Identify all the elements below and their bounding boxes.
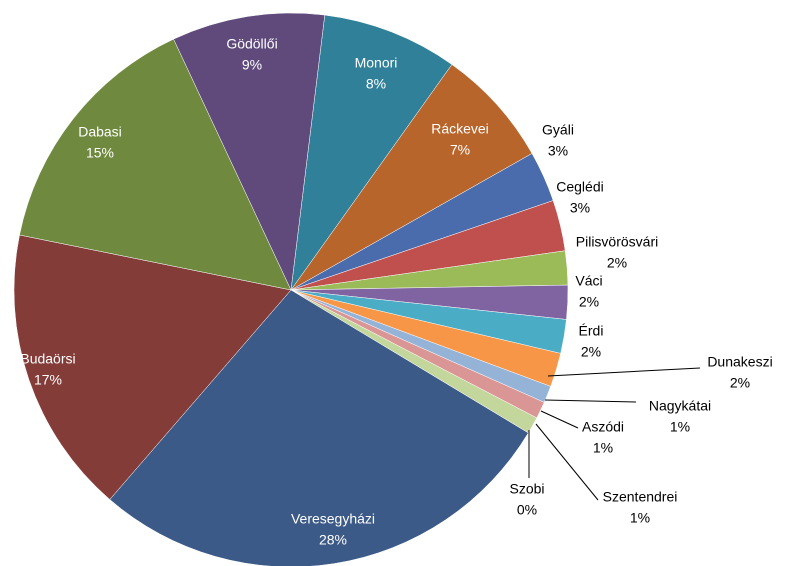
slice-label: Nagykátai	[649, 398, 711, 414]
slice-value-label: 1%	[593, 440, 613, 456]
slice-value-label: 15%	[86, 145, 114, 161]
slice-value-label: 0%	[517, 502, 537, 518]
leader-line	[547, 367, 701, 377]
slice-label: Aszódi	[582, 419, 624, 435]
slice-value-label: 3%	[570, 200, 590, 216]
slice-label: Gödöllői	[226, 36, 277, 52]
slice-value-label: 7%	[450, 142, 470, 158]
slice-label: Monori	[355, 55, 398, 71]
slice-value-label: 2%	[579, 294, 599, 310]
slice-value-label: 9%	[242, 57, 262, 73]
slice-value-label: 2%	[730, 375, 750, 391]
slice-label: Budaörsi	[20, 351, 75, 367]
leader-line	[535, 423, 599, 501]
pie-slice	[290, 64, 533, 291]
slice-value-label: 2%	[607, 255, 627, 271]
slice-label: Veresegyházi	[291, 511, 375, 527]
slice-label: Váci	[575, 273, 602, 289]
slice-label: Érdi	[579, 323, 604, 339]
slice-value-label: 17%	[34, 372, 62, 388]
slice-label: Dabasi	[78, 124, 122, 140]
slice-value-label: 28%	[319, 532, 347, 548]
pie-slice	[13, 234, 292, 500]
slice-value-label: 3%	[548, 143, 568, 159]
leader-line	[540, 410, 579, 429]
slice-label: Dunakeszi	[707, 354, 772, 370]
leader-line	[544, 399, 637, 403]
slice-label: Ráckevei	[431, 121, 489, 137]
pie-slice	[173, 12, 326, 291]
slice-value-label: 1%	[630, 510, 650, 526]
slice-label: Ceglédi	[556, 179, 603, 195]
slice-value-label: 8%	[366, 76, 386, 92]
slice-value-label: 1%	[670, 419, 690, 435]
pie-slice	[290, 14, 453, 291]
slice-label: Szentendrei	[603, 489, 678, 505]
slice-label: Gyáli	[542, 122, 574, 138]
pie-slice	[19, 38, 292, 291]
pie-slice	[109, 289, 529, 566]
slice-label: Pilisvörösvári	[576, 234, 658, 250]
slice-label: Szobi	[509, 481, 544, 497]
slice-value-label: 2%	[581, 344, 601, 360]
